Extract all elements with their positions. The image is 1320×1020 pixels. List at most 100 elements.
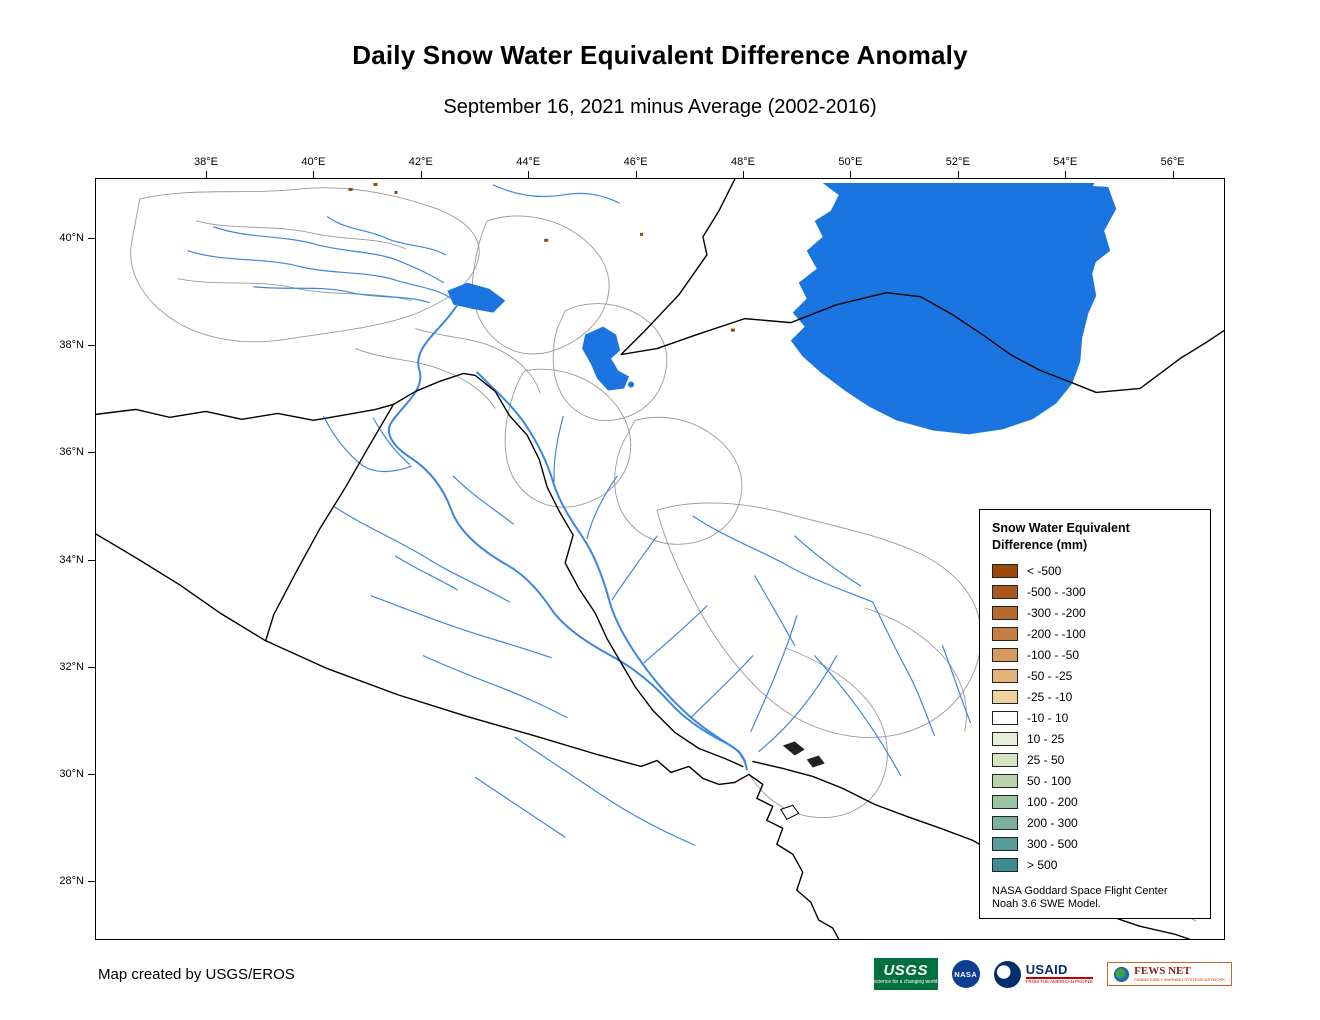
nasa-logo: NASA bbox=[951, 960, 980, 988]
border-caspian-region bbox=[620, 179, 1224, 394]
legend-entry-label: > 500 bbox=[1027, 857, 1058, 872]
longitude-label: 56°E bbox=[1160, 156, 1185, 168]
usaid-logo-bar bbox=[1025, 977, 1094, 980]
usgs-logo-text: USGS bbox=[883, 962, 928, 979]
fewsnet-logo-text: FEWS NET bbox=[1134, 964, 1191, 977]
latitude-label: 32°N bbox=[59, 660, 84, 673]
rivers bbox=[187, 184, 972, 846]
legend-entry: -50 - -25 bbox=[992, 665, 1198, 686]
border-iraq-saudi-kuwait bbox=[265, 640, 736, 786]
longitude-tick bbox=[635, 171, 637, 179]
legend-swatch bbox=[992, 815, 1018, 830]
border-jordan-saudi bbox=[96, 533, 267, 642]
legend-entry-label: -10 - 10 bbox=[1027, 710, 1069, 725]
legend-entry: 100 - 200 bbox=[992, 791, 1198, 812]
lake-urmia bbox=[582, 326, 630, 391]
border-iraq-iran bbox=[392, 372, 744, 768]
gulf-west-coastline bbox=[734, 773, 840, 939]
legend-swatch bbox=[992, 626, 1018, 641]
legend-entry-label: 10 - 25 bbox=[1027, 731, 1065, 746]
legend-entry: 200 - 300 bbox=[992, 812, 1198, 833]
legend-entry-label: 50 - 100 bbox=[1027, 773, 1072, 788]
latitude-tick bbox=[88, 345, 96, 347]
legend-title: Snow Water Equivalent Difference (mm) bbox=[992, 520, 1198, 554]
latitude-tick bbox=[88, 774, 96, 775]
legend-entry: -100 - -50 bbox=[992, 644, 1198, 665]
legend-note-line1: NASA Goddard Space Flight Center bbox=[992, 885, 1168, 897]
border-turkey-syria bbox=[96, 403, 395, 422]
longitude-tick bbox=[313, 171, 315, 179]
legend-entry: > 500 bbox=[992, 854, 1198, 875]
border-syria-iraq bbox=[265, 403, 395, 642]
longitude-label: 44°E bbox=[516, 156, 541, 168]
lake-keban bbox=[447, 282, 506, 313]
latitude-tick bbox=[88, 452, 96, 454]
legend-swatch bbox=[992, 584, 1018, 599]
fewsnet-logo-tagline: FAMINE EARLY WARNING SYSTEMS NETWORK bbox=[1134, 977, 1225, 983]
legend-entry-label: 200 - 300 bbox=[1027, 815, 1078, 830]
usgs-logo: USGS science for a changing world bbox=[873, 958, 938, 990]
legend-title-line1: Snow Water Equivalent bbox=[992, 521, 1130, 535]
latitude-label: 28°N bbox=[59, 875, 84, 888]
longitude-label: 48°E bbox=[731, 156, 755, 168]
legend-entry-label: 300 - 500 bbox=[1027, 836, 1078, 851]
longitude-tick bbox=[1065, 171, 1067, 179]
legend-entry: -25 - -10 bbox=[992, 686, 1198, 707]
longitude-tick bbox=[206, 171, 207, 179]
usaid-logo-text: USAID bbox=[1025, 962, 1068, 978]
latitude-tick bbox=[88, 238, 96, 239]
legend-swatch bbox=[992, 857, 1018, 872]
longitude-label: 50°E bbox=[838, 156, 863, 168]
latitude-label: 34°N bbox=[59, 553, 84, 566]
legend-swatch bbox=[992, 710, 1018, 725]
latitude-label: 30°N bbox=[59, 768, 84, 780]
legend-swatch bbox=[992, 563, 1018, 578]
caspian-sea-east-lobe bbox=[1046, 182, 1117, 265]
water-bodies bbox=[447, 182, 1117, 435]
bubiyan-island bbox=[780, 804, 800, 820]
longitude-label: 38°E bbox=[194, 156, 218, 168]
logo-strip: USGS science for a changing world NASA U… bbox=[873, 956, 1232, 992]
latitude-label: 40°N bbox=[59, 232, 84, 244]
legend-entry-label: -100 - -50 bbox=[1027, 647, 1080, 662]
longitude-label: 40°E bbox=[301, 156, 326, 168]
gulf-east-coastline bbox=[752, 760, 1190, 939]
legend-entry-label: -200 - -100 bbox=[1027, 626, 1086, 641]
legend-entry-label: -25 - -10 bbox=[1027, 689, 1073, 704]
small-lake bbox=[628, 381, 635, 388]
legend-entry: -200 - -100 bbox=[992, 623, 1198, 644]
latitude-label: 38°N bbox=[59, 339, 84, 352]
longitude-tick bbox=[957, 171, 959, 179]
legend: Snow Water Equivalent Difference (mm) < … bbox=[979, 509, 1211, 919]
anomaly-specks bbox=[348, 182, 735, 332]
legend-entry: -300 - -200 bbox=[992, 602, 1198, 623]
longitude-tick bbox=[850, 171, 852, 179]
legend-entries: < -500 -500 - -300 -300 - -200 -200 - -100 -… bbox=[992, 560, 1198, 875]
legend-entry-label: -500 - -300 bbox=[1027, 584, 1086, 599]
legend-entry: < -500 bbox=[992, 560, 1198, 581]
legend-entry: -500 - -300 bbox=[992, 581, 1198, 602]
legend-swatch bbox=[992, 668, 1018, 683]
longitude-tick bbox=[528, 171, 530, 179]
legend-title-line2: Difference (mm) bbox=[992, 538, 1088, 552]
map-title: Daily Snow Water Equivalent Difference A… bbox=[352, 40, 968, 70]
legend-entry-label: < -500 bbox=[1027, 563, 1062, 578]
legend-entry: 300 - 500 bbox=[992, 833, 1198, 854]
legend-entry-label: 25 - 50 bbox=[1027, 752, 1065, 767]
usaid-logo: USAID FROM THE AMERICAN PEOPLE bbox=[993, 960, 1094, 988]
usgs-logo-tagline: science for a changing world bbox=[874, 979, 938, 985]
usaid-emblem-icon bbox=[993, 960, 1021, 988]
marshland-2 bbox=[806, 755, 825, 768]
map-credit: Map created by USGS/EROS bbox=[98, 966, 295, 983]
legend-swatch bbox=[992, 647, 1018, 662]
latitude-label: 36°N bbox=[59, 446, 84, 459]
euphrates-river bbox=[387, 303, 746, 763]
nasa-logo-text: NASA bbox=[954, 969, 978, 979]
legend-swatch bbox=[992, 731, 1018, 746]
legend-swatch bbox=[992, 689, 1018, 704]
country-borders bbox=[96, 179, 1224, 939]
legend-note: NASA Goddard Space Flight Center Noah 3.… bbox=[992, 885, 1198, 911]
latitude-tick bbox=[88, 666, 96, 668]
legend-swatch bbox=[992, 836, 1018, 851]
longitude-tick bbox=[743, 171, 744, 179]
